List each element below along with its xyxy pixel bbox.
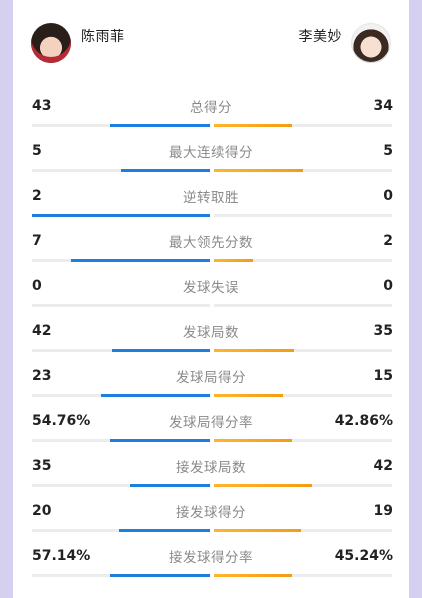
left-stat-bar xyxy=(129,484,210,487)
left-player-stat-value: 23 xyxy=(32,368,52,384)
right-stat-track xyxy=(214,169,392,172)
left-player-stat-value: 2 xyxy=(32,188,42,204)
right-player-stat-value: 2 xyxy=(383,233,393,249)
stat-label: 逆转取胜 xyxy=(183,190,239,206)
right-stat-bar xyxy=(214,394,284,397)
left-player-name[interactable]: 陈雨菲 xyxy=(81,29,125,45)
right-player-stat-value: 45.24% xyxy=(334,548,393,564)
stat-row: 0 发球失误 0 xyxy=(13,272,409,317)
stat-label: 接发球得分率 xyxy=(169,550,253,566)
right-stat-bar xyxy=(214,574,293,577)
right-stat-track xyxy=(214,529,392,532)
right-player-stat-value: 5 xyxy=(383,143,393,159)
stat-row: 42 发球局数 35 xyxy=(13,317,409,362)
left-stat-bar xyxy=(121,169,210,172)
left-stat-bar xyxy=(32,214,210,217)
left-player-stat-value: 57.14% xyxy=(32,548,91,564)
stat-label: 接发球得分 xyxy=(176,505,246,521)
left-stat-track xyxy=(32,574,210,577)
left-stat-bar xyxy=(110,439,210,442)
right-stat-track xyxy=(214,214,392,217)
left-player-stat-value: 5 xyxy=(32,143,42,159)
stat-row: 43 总得分 34 xyxy=(13,92,409,137)
left-stat-track xyxy=(32,169,210,172)
left-player-stat-value: 35 xyxy=(32,458,52,474)
left-stat-bar xyxy=(101,394,210,397)
right-stat-bar xyxy=(214,529,302,532)
right-stat-bar xyxy=(214,439,293,442)
stat-row: 20 接发球得分 19 xyxy=(13,497,409,542)
stat-label: 发球局得分率 xyxy=(169,415,253,431)
left-stat-track xyxy=(32,124,210,127)
stat-row: 7 最大领先分数 2 xyxy=(13,227,409,272)
stat-label: 发球失误 xyxy=(183,280,239,296)
stat-row: 35 接发球局数 42 xyxy=(13,452,409,497)
right-player-stat-value: 42.86% xyxy=(334,413,393,429)
right-stat-track xyxy=(214,484,392,487)
left-stat-track xyxy=(32,484,210,487)
stat-row: 23 发球局得分 15 xyxy=(13,362,409,407)
left-player-stat-value: 43 xyxy=(32,98,52,114)
stat-label: 接发球局数 xyxy=(176,460,246,476)
right-player-stat-value: 35 xyxy=(373,323,393,339)
left-stat-bar xyxy=(110,124,210,127)
right-stat-track xyxy=(214,394,392,397)
left-player-stat-value: 7 xyxy=(32,233,42,249)
stat-label: 总得分 xyxy=(190,100,232,116)
right-player-stat-value: 0 xyxy=(383,188,393,204)
stat-row: 57.14% 接发球得分率 45.24% xyxy=(13,542,409,587)
stat-label: 发球局得分 xyxy=(176,370,246,386)
left-stat-track xyxy=(32,529,210,532)
left-stat-track xyxy=(32,259,210,262)
stat-row: 54.76% 发球局得分率 42.86% xyxy=(13,407,409,452)
left-player-stat-value: 0 xyxy=(32,278,42,294)
stat-label: 最大连续得分 xyxy=(169,145,253,161)
player-portrait-icon[interactable] xyxy=(31,23,71,63)
right-stat-track xyxy=(214,349,392,352)
left-stat-bar xyxy=(71,259,210,262)
right-player-stat-value: 15 xyxy=(373,368,393,384)
left-stat-bar xyxy=(112,349,210,352)
right-player-stat-value: 42 xyxy=(373,458,393,474)
right-stat-bar xyxy=(214,169,303,172)
stat-label: 最大领先分数 xyxy=(169,235,253,251)
right-stat-bar xyxy=(214,349,295,352)
player-header: 陈雨菲 李美妙 xyxy=(13,20,409,68)
right-player-name[interactable]: 李美妙 xyxy=(298,29,342,45)
left-stat-bar xyxy=(119,529,210,532)
left-stat-track xyxy=(32,304,210,307)
left-stat-bar xyxy=(110,574,210,577)
stat-label: 发球局数 xyxy=(183,325,239,341)
left-player-stat-value: 20 xyxy=(32,503,52,519)
stat-row: 5 最大连续得分 5 xyxy=(13,137,409,182)
right-stat-track xyxy=(214,124,392,127)
right-stat-bar xyxy=(214,259,254,262)
right-stat-bar xyxy=(214,484,312,487)
match-stats-card: 陈雨菲 李美妙 43 总得分 34 5 最大连续得分 5 2 逆转取胜 0 7 最大领先分数 2 0 发球… xyxy=(13,0,409,598)
player-portrait-icon[interactable] xyxy=(351,23,391,63)
right-stat-track xyxy=(214,304,392,307)
left-stat-track xyxy=(32,394,210,397)
left-stat-track xyxy=(32,214,210,217)
right-player-stat-value: 0 xyxy=(383,278,393,294)
right-stat-track xyxy=(214,259,392,262)
left-player-stat-value: 54.76% xyxy=(32,413,91,429)
right-player-stat-value: 19 xyxy=(373,503,393,519)
right-stat-bar xyxy=(214,124,293,127)
right-stat-track xyxy=(214,574,392,577)
left-player-stat-value: 42 xyxy=(32,323,52,339)
stat-row: 2 逆转取胜 0 xyxy=(13,182,409,227)
right-stat-track xyxy=(214,439,392,442)
left-stat-track xyxy=(32,349,210,352)
stats-list: 43 总得分 34 5 最大连续得分 5 2 逆转取胜 0 7 最大领先分数 2 0 发球失误 0 42 发球局… xyxy=(13,92,409,587)
right-player-stat-value: 34 xyxy=(373,98,393,114)
left-stat-track xyxy=(32,439,210,442)
